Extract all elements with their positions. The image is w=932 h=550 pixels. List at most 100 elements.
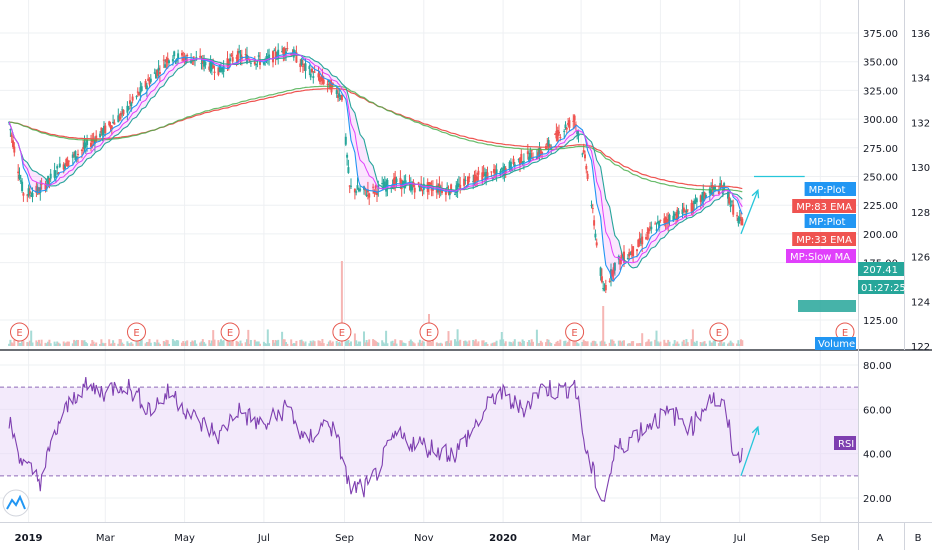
candle-body[interactable] (537, 152, 540, 158)
candle-body[interactable] (563, 130, 566, 132)
candle-body[interactable] (682, 207, 685, 213)
candle-body[interactable] (235, 57, 238, 59)
rsi-tag[interactable] (834, 436, 856, 450)
candle-body[interactable] (717, 191, 720, 195)
candle-body[interactable] (603, 288, 606, 290)
candle-body[interactable] (359, 188, 362, 191)
candle-body[interactable] (526, 151, 529, 155)
candle-body[interactable] (337, 95, 339, 98)
candle-body[interactable] (10, 134, 13, 137)
candle-body[interactable] (441, 188, 443, 193)
candle-body[interactable] (208, 66, 211, 70)
candle-body[interactable] (113, 122, 116, 125)
candle-body[interactable] (374, 185, 377, 189)
candle-body[interactable] (599, 267, 602, 276)
candle-body[interactable] (356, 185, 359, 190)
candle-body[interactable] (600, 276, 603, 283)
candle-body[interactable] (272, 51, 274, 63)
candle-body[interactable] (582, 150, 585, 153)
candle-body[interactable] (145, 85, 148, 89)
candle-body[interactable] (736, 215, 739, 217)
candle-body[interactable] (613, 262, 616, 271)
candle-body[interactable] (357, 189, 360, 192)
candle-body[interactable] (590, 205, 593, 207)
candle-body[interactable] (500, 168, 503, 170)
candle-body[interactable] (338, 93, 341, 97)
candle-body[interactable] (80, 149, 83, 151)
candle-body[interactable] (508, 161, 511, 169)
candle-body[interactable] (218, 64, 221, 73)
candle-body[interactable] (623, 251, 625, 263)
candle-body[interactable] (512, 158, 515, 165)
candle-body[interactable] (672, 215, 675, 222)
candle-body[interactable] (318, 77, 321, 82)
candle-body[interactable] (647, 228, 650, 234)
candle-body[interactable] (430, 187, 433, 191)
candle-body[interactable] (177, 53, 180, 60)
candle-body[interactable] (281, 51, 284, 53)
candle-body[interactable] (38, 193, 40, 195)
candle-body[interactable] (538, 147, 541, 157)
candle-body[interactable] (621, 258, 624, 260)
candle-body[interactable] (230, 54, 233, 56)
candle-body[interactable] (585, 165, 588, 170)
candle-body[interactable] (638, 238, 641, 244)
indicator-tag[interactable] (804, 214, 856, 228)
candle-body[interactable] (381, 182, 384, 184)
candle-body[interactable] (391, 185, 394, 189)
candle-body[interactable] (390, 186, 393, 189)
rsi-line[interactable] (8, 377, 743, 502)
candle-body[interactable] (174, 60, 177, 62)
earnings-marker-icon[interactable] (10, 322, 29, 342)
candle-body[interactable] (502, 169, 505, 176)
candle-body[interactable] (109, 125, 112, 128)
candle-body[interactable] (673, 213, 676, 216)
candle-body[interactable] (568, 120, 571, 128)
candle-body[interactable] (586, 173, 589, 179)
candle-body[interactable] (246, 54, 248, 64)
candle-body[interactable] (56, 166, 59, 169)
candle-body[interactable] (285, 51, 287, 54)
candle-body[interactable] (658, 221, 661, 228)
candle-body[interactable] (213, 71, 216, 74)
candle-body[interactable] (556, 130, 559, 141)
candle-body[interactable] (604, 285, 607, 291)
candle-body[interactable] (684, 216, 687, 218)
candle-body[interactable] (681, 209, 684, 215)
candle-body[interactable] (82, 147, 85, 149)
candle-body[interactable] (630, 250, 633, 256)
candle-body[interactable] (485, 171, 488, 181)
candle-body[interactable] (714, 186, 716, 190)
candle-body[interactable] (612, 267, 615, 274)
candle-body[interactable] (162, 59, 165, 61)
candle-body[interactable] (262, 61, 265, 65)
candle-body[interactable] (611, 270, 614, 277)
candle-body[interactable] (695, 198, 698, 203)
candle-body[interactable] (628, 252, 631, 257)
candle-body[interactable] (610, 269, 612, 279)
candle-body[interactable] (48, 178, 51, 181)
candle-body[interactable] (58, 163, 61, 167)
scale-b-button[interactable]: B (915, 533, 922, 544)
candle-body[interactable] (547, 140, 550, 147)
candle-body[interactable] (320, 76, 323, 79)
candle-body[interactable] (437, 189, 440, 193)
candle-body[interactable] (64, 164, 66, 169)
candle-body[interactable] (222, 65, 225, 72)
candle-body[interactable] (667, 219, 670, 224)
candle-body[interactable] (365, 194, 368, 197)
candle-body[interactable] (629, 253, 632, 256)
candle-body[interactable] (691, 202, 694, 213)
candle-body[interactable] (62, 164, 65, 170)
candle-body[interactable] (728, 197, 731, 204)
last-price-tag[interactable] (858, 262, 904, 276)
candle-body[interactable] (244, 54, 247, 56)
candle-body[interactable] (593, 220, 596, 226)
candle-body[interactable] (602, 288, 605, 290)
candle-body[interactable] (495, 169, 498, 174)
candle-body[interactable] (491, 177, 494, 180)
candle-body[interactable] (321, 75, 324, 82)
candle-body[interactable] (31, 192, 34, 198)
candle-body[interactable] (467, 176, 469, 186)
